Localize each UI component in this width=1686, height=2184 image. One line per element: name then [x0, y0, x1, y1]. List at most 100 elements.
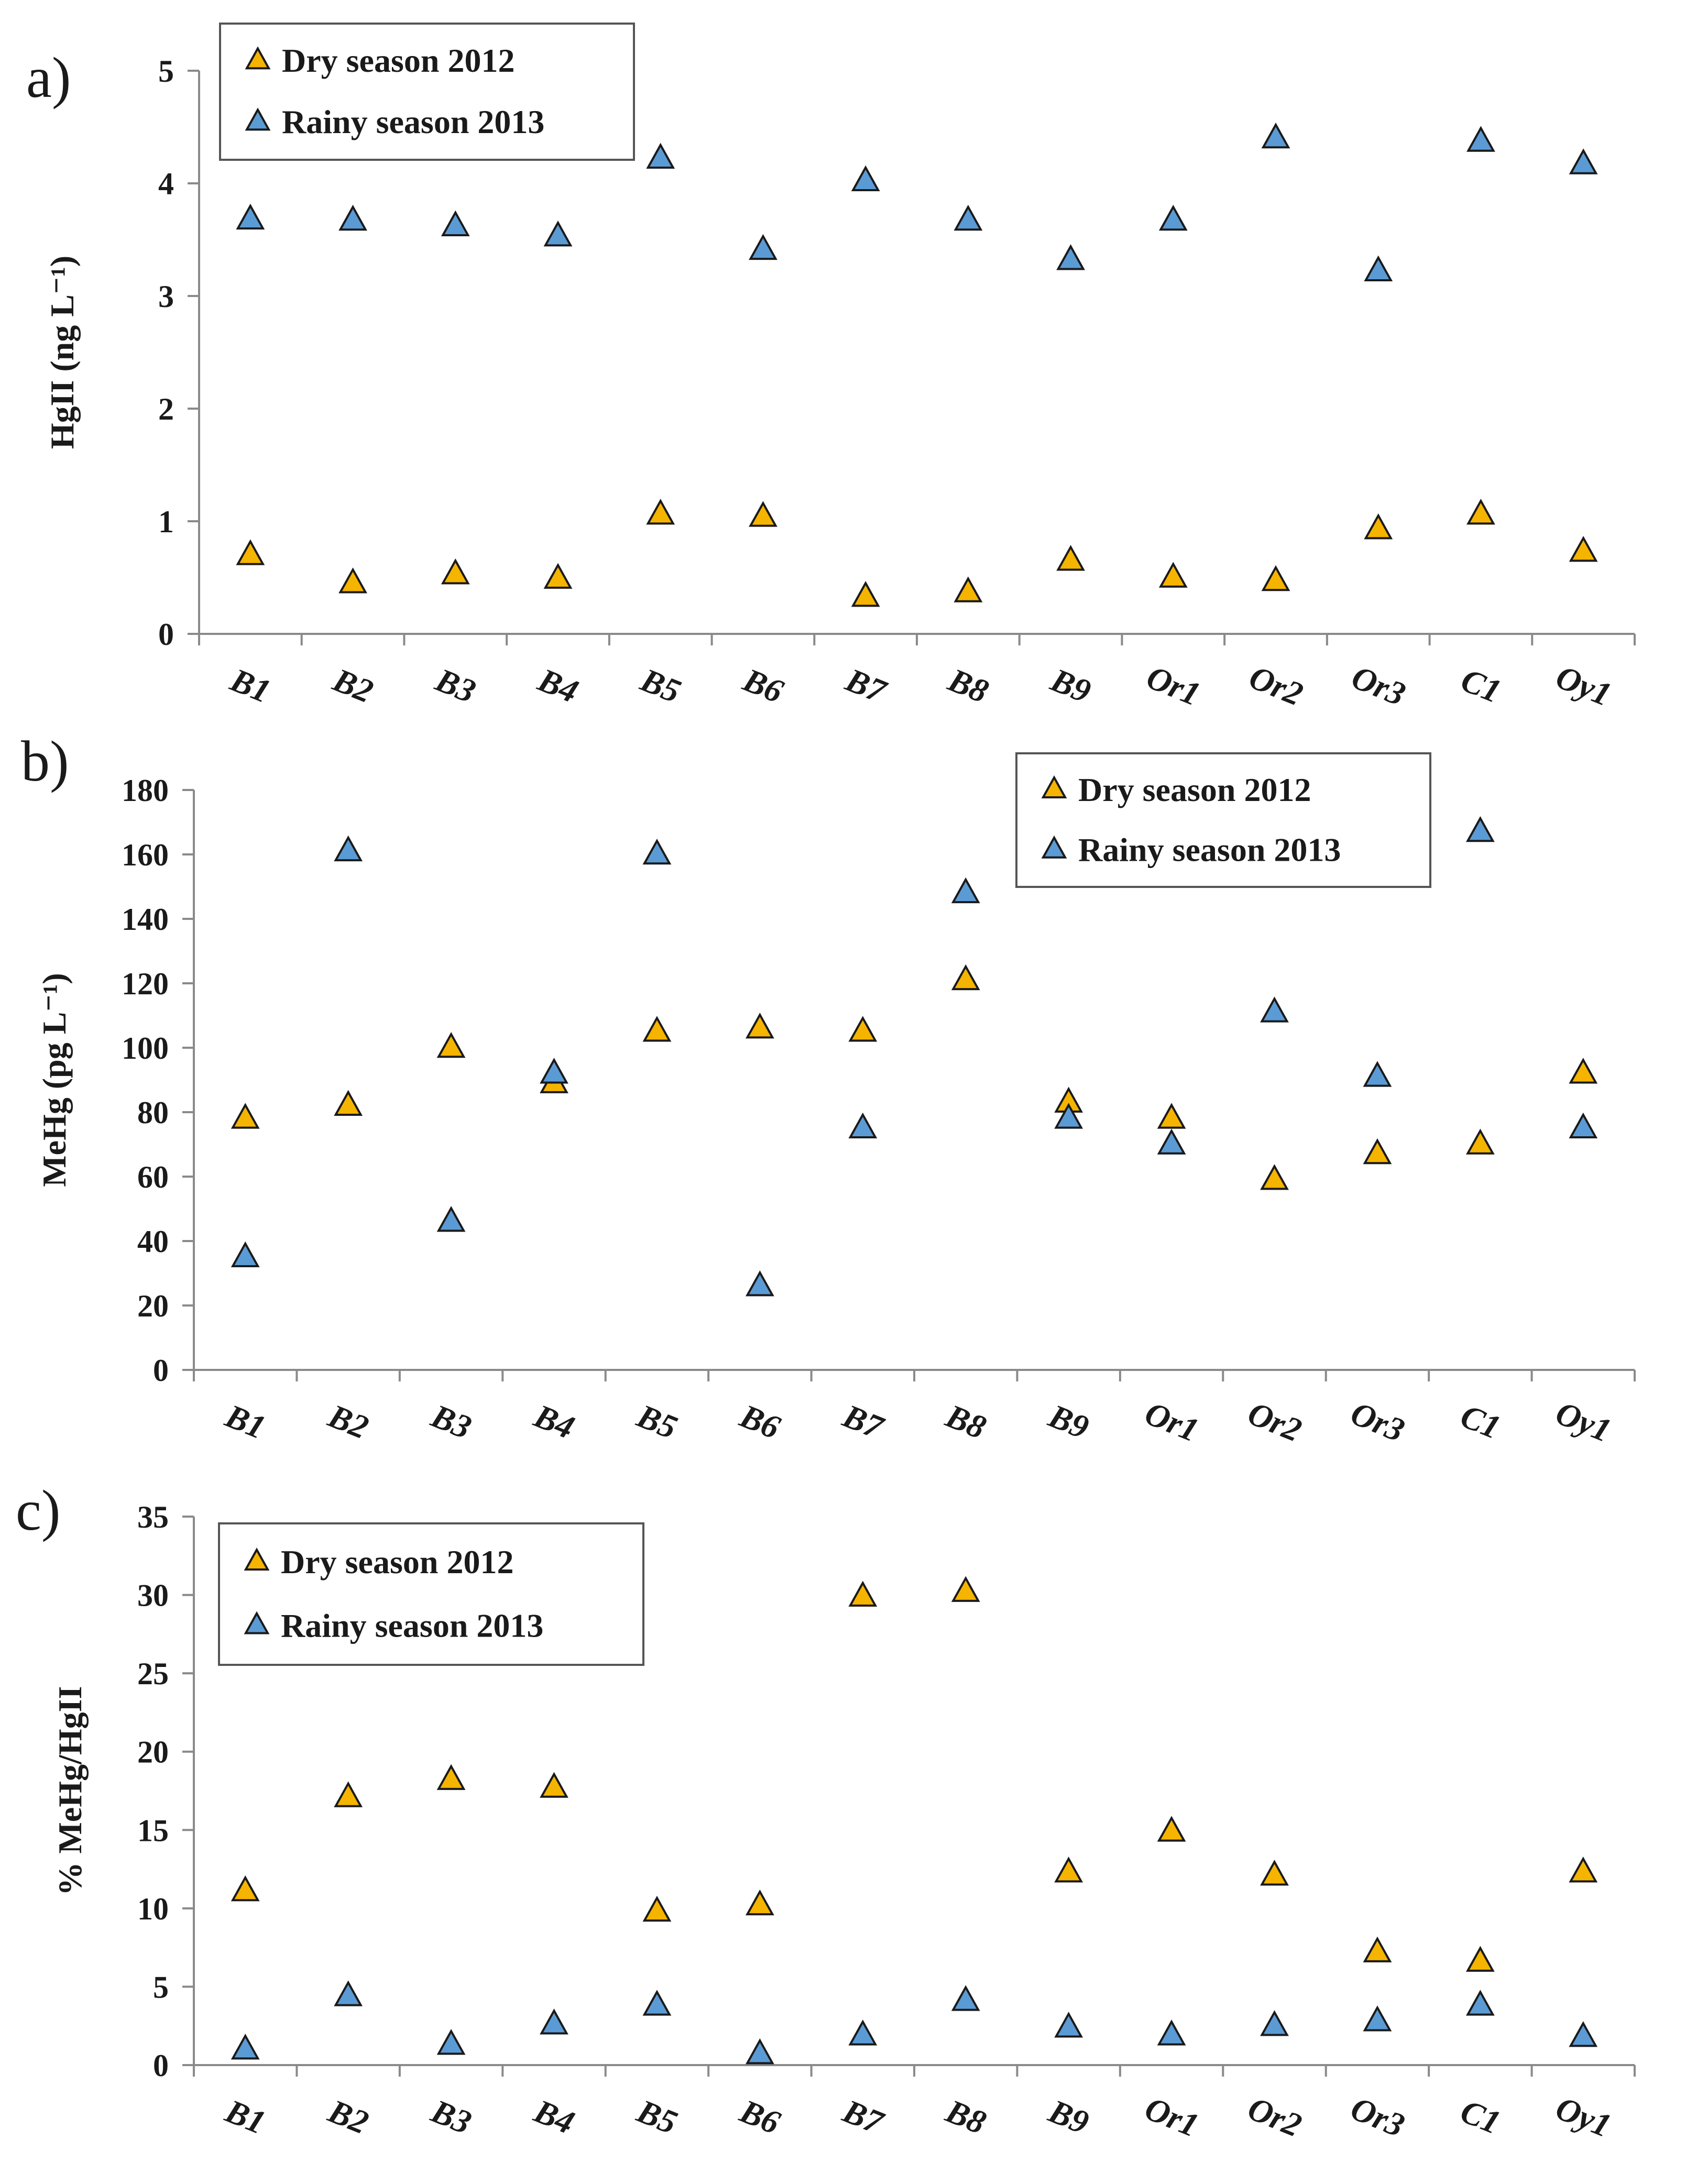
x-tick-label: B9 — [1043, 2092, 1094, 2141]
y-tick-label: 60 — [137, 1160, 169, 1194]
y-axis-label: MeHg (pg L⁻¹) — [36, 973, 73, 1187]
x-tick-label: Or2 — [1244, 658, 1308, 712]
panel-label: a) — [26, 46, 71, 109]
legend-label-rainy: Rainy season 2013 — [1078, 831, 1341, 869]
x-tick-label: B6 — [735, 2092, 785, 2141]
legend-label-dry: Dry season 2012 — [282, 42, 514, 79]
legend: Dry season 2012 Rainy season 2013 — [218, 1522, 644, 1666]
data-point-rainy — [1054, 2012, 1083, 2038]
data-point-dry — [745, 1013, 774, 1039]
y-tick-label: 1 — [158, 504, 174, 539]
data-point-rainy — [1569, 1112, 1598, 1139]
data-point-dry — [1157, 1816, 1186, 1842]
x-tick-label: B6 — [735, 1397, 785, 1446]
x-tick-label: Or3 — [1346, 658, 1410, 712]
data-point-rainy — [1157, 2020, 1186, 2046]
y-tick-label: 160 — [122, 838, 169, 872]
x-tick-label: B8 — [940, 2092, 991, 2141]
y-tick-label: 40 — [137, 1224, 169, 1259]
data-point-rainy — [1465, 816, 1495, 842]
data-point-rainy — [1363, 2005, 1392, 2032]
x-tick-label: Or2 — [1243, 2089, 1307, 2144]
x-tick-label: B8 — [943, 661, 994, 710]
data-point-dry — [951, 964, 980, 991]
data-point-rainy — [1054, 1103, 1083, 1129]
y-tick-label: 4 — [158, 167, 174, 201]
x-tick-label: B9 — [1045, 661, 1096, 710]
panel-a: a) 0 1 2 3 4 5 B1 B2 B3 B4 B5 B6 B7 B8 B9 Or1 Or2 Or3 C1 Oy1… — [26, 23, 1636, 714]
data-point-rainy — [951, 1985, 980, 2011]
legend-label-dry: Dry season 2012 — [1078, 771, 1311, 808]
legend-marker-dry — [1041, 775, 1067, 798]
data-point-dry — [1054, 1857, 1083, 1883]
data-point-dry — [1569, 1857, 1598, 1883]
data-point-rainy — [642, 1990, 672, 2016]
y-tick-label: 15 — [137, 1813, 169, 1848]
data-point-dry — [1260, 1859, 1289, 1886]
data-point-dry — [1157, 1103, 1186, 1129]
legend-box — [1015, 752, 1431, 888]
x-tick-label: B3 — [426, 2092, 477, 2141]
data-point-rainy — [543, 221, 573, 247]
data-point-dry — [646, 499, 675, 525]
data-point-rainy — [1466, 126, 1495, 152]
y-tick-label: 20 — [137, 1289, 169, 1323]
x-tick-label: B4 — [533, 661, 584, 710]
data-point-dry — [1158, 562, 1188, 588]
data-point-dry — [334, 1781, 363, 1807]
y-tick-label: 5 — [158, 54, 174, 89]
data-point-dry — [1363, 1936, 1392, 1962]
y-tick-label: 0 — [153, 1353, 169, 1388]
x-tick-label: Or1 — [1140, 2089, 1204, 2144]
panel-label: c) — [16, 1478, 60, 1542]
data-point-rainy — [745, 2038, 774, 2065]
legend-marker-rainy — [244, 1611, 270, 1634]
data-point-dry — [236, 539, 265, 565]
legend: Dry season 2012 Rainy season 2013 — [219, 23, 635, 161]
data-point-dry — [1363, 1138, 1392, 1165]
y-tick-label: 20 — [137, 1735, 169, 1770]
data-point-dry — [749, 501, 778, 527]
y-tick-label: 3 — [158, 279, 174, 314]
x-tick-label: B1 — [225, 661, 276, 710]
x-tick-label: B1 — [220, 1397, 271, 1446]
x-tick-label: C1 — [1455, 2092, 1506, 2142]
x-tick-label: Or1 — [1142, 658, 1206, 712]
data-point-rainy — [441, 210, 470, 236]
y-tick-label: 35 — [137, 1500, 169, 1534]
y-tick-label: 80 — [137, 1095, 169, 1130]
x-tick-label: Or3 — [1345, 2089, 1409, 2144]
x-tick-label: B8 — [940, 1397, 991, 1446]
legend-marker-dry — [244, 1548, 270, 1571]
y-tick-label: 140 — [122, 902, 169, 937]
data-point-rainy — [334, 1980, 363, 2006]
data-point-rainy — [646, 142, 675, 169]
legend-label-rainy: Rainy season 2013 — [281, 1607, 543, 1644]
data-point-rainy — [436, 2029, 466, 2055]
data-point-rainy — [745, 1270, 774, 1297]
y-axis-label: HgII (ng L⁻¹) — [43, 256, 81, 449]
data-point-rainy — [436, 1206, 466, 1232]
data-point-dry — [745, 1889, 774, 1916]
x-tick-label: Or2 — [1243, 1394, 1307, 1448]
x-tick-label: Or3 — [1345, 1394, 1409, 1448]
data-point-dry — [543, 563, 573, 589]
x-tick-label: B3 — [430, 661, 481, 710]
data-point-rainy — [749, 234, 778, 260]
x-tick-label: B7 — [837, 1397, 890, 1446]
data-point-rainy — [1465, 1990, 1495, 2016]
data-point-rainy — [951, 877, 980, 904]
data-point-rainy — [1569, 2021, 1598, 2047]
x-tick-label: Oy1 — [1551, 658, 1616, 714]
data-point-rainy — [1364, 255, 1393, 281]
data-point-rainy — [338, 204, 367, 231]
data-point-rainy — [236, 203, 265, 230]
y-tick-label: 2 — [158, 392, 174, 426]
x-tick-label: B7 — [840, 661, 893, 710]
data-point-dry — [848, 1581, 878, 1607]
panel-label: b) — [21, 729, 69, 793]
legend-box — [218, 1522, 644, 1666]
data-point-rainy — [1363, 1061, 1392, 1087]
data-point-rainy — [851, 165, 880, 191]
